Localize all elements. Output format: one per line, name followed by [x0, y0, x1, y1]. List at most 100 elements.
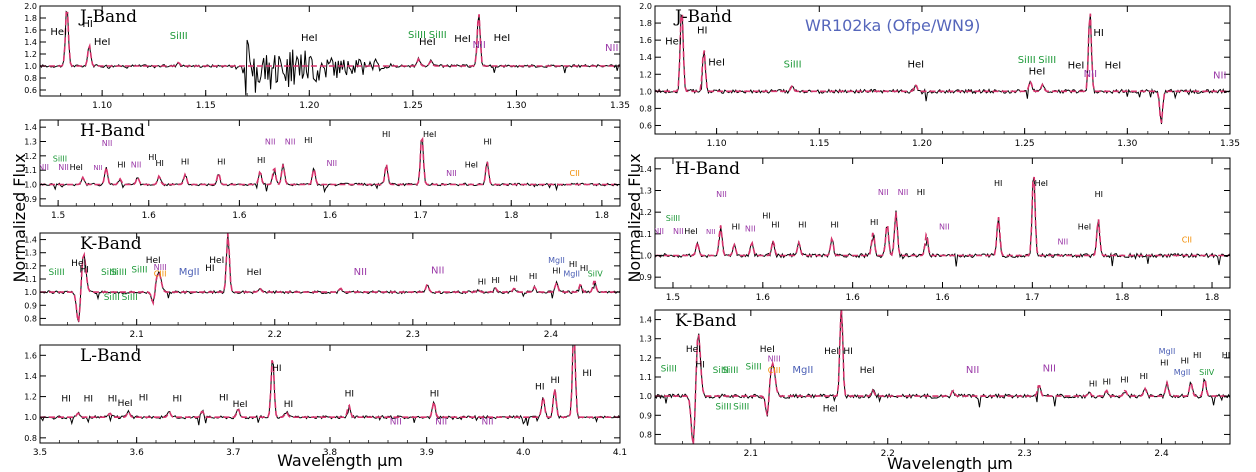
line-label-hi: HI	[580, 264, 588, 273]
line-label-siiii: SiIII	[713, 366, 729, 376]
line-label-siiii: SiIII	[122, 293, 138, 303]
line-label-mgii: MgII	[1159, 347, 1176, 356]
y-tick-label-7: 1.1	[639, 373, 652, 382]
line-label-nii: NII	[38, 163, 49, 172]
line-label-nii: NII	[966, 365, 979, 376]
line-label-nii: NII	[1084, 69, 1097, 80]
line-label-hi: HI	[217, 157, 225, 166]
line-label-hei: HeI	[1029, 66, 1046, 77]
line-label-mgii: MgII	[1174, 368, 1191, 377]
band-title-7: K-Band	[675, 311, 737, 331]
line-label-hi: HI	[139, 394, 148, 404]
line-label-siiii: SiIII	[1038, 55, 1056, 66]
x-tick-label-3: 2.2	[268, 330, 282, 340]
line-label-hei: HeI	[465, 160, 478, 169]
y-tick-label-2: 1.3	[24, 138, 37, 147]
x-tick-label-6: 1.6	[845, 293, 860, 303]
x-tick-label-6: 1.8	[1205, 293, 1220, 303]
line-label-niii: NIII	[154, 263, 167, 272]
line-label-hi: HI	[870, 218, 878, 227]
line-label-siiii: SiIII	[722, 366, 738, 376]
line-label-nii: NII	[673, 227, 684, 236]
y-tick-label-5: 2.0	[639, 2, 652, 11]
x-axis-label-left: Wavelength μm	[277, 451, 403, 470]
line-label-nii: NII	[653, 227, 664, 236]
line-label-hei: HeI	[1068, 60, 1085, 71]
x-tick-label-4: 4.1	[613, 448, 627, 458]
line-label-hi: HI	[219, 394, 228, 404]
line-label-hi: HI	[61, 395, 70, 405]
line-label-hi: HI	[79, 265, 88, 275]
y-tick-label-5: 0.6	[639, 121, 652, 130]
y-tick-label-1: 0.8	[24, 74, 37, 83]
y-tick-label-2: 0.9	[24, 195, 37, 204]
line-label-hi: HI	[552, 267, 560, 276]
line-label-hei: HeI	[423, 130, 436, 139]
line-label-mgii: MgII	[563, 269, 580, 278]
line-label-hi: HI	[843, 347, 852, 357]
x-tick-label-1: 1.15	[196, 101, 216, 111]
line-label-hei: HeI	[118, 399, 133, 409]
line-label-hi: HI	[155, 159, 163, 168]
x-tick-label-7: 2.4	[1154, 449, 1169, 459]
x-tick-label-1: 1.30	[506, 101, 526, 111]
line-label-hi: HI	[1089, 380, 1097, 389]
line-label-siiii: SiIII	[429, 30, 447, 41]
panel-6: 1.5 1.6 1.6 1.6 1.7 1.8 1.8 0.9 1.0 1.1 1.2 1.3 1.4 H…	[639, 157, 1231, 303]
x-tick-label-3: 2.3	[406, 330, 420, 340]
x-tick-label-6: 1.6	[756, 293, 771, 303]
x-tick-label-1: 1.25	[403, 101, 423, 111]
y-tick-label-7: 1.4	[639, 316, 652, 325]
x-tick-label-4: 3.8	[323, 448, 338, 458]
panel-7: 2.1 2.2 2.3 2.4 0.8 0.9 1.0 1.1 1.2 1.3 1.4 K-Band S…	[639, 309, 1231, 459]
line-label-nii: NII	[482, 417, 494, 427]
line-label-nii: NII	[745, 225, 756, 234]
line-label-siiv: SiIV	[1199, 368, 1215, 377]
model-spectrum-7	[655, 310, 1230, 444]
x-tick-label-3: 2.1	[130, 330, 144, 340]
y-tick-label-6: 0.9	[639, 273, 652, 282]
observed-spectrum-3	[40, 233, 620, 323]
x-tick-label-5: 1.10	[707, 139, 727, 149]
line-label-hei: HeI	[50, 27, 67, 38]
x-axis-label-right: Wavelength μm	[887, 454, 1013, 472]
y-tick-label-6: 1.4	[639, 165, 652, 174]
y-tick-label-3: 1.2	[24, 262, 37, 271]
line-label-cii: CII	[570, 169, 580, 178]
line-label-hei: HeI	[760, 345, 775, 355]
panel-3: 2.1 2.2 2.3 2.4 0.8 0.9 1.0 1.1 1.2 1.3 1.4 K-Band S…	[24, 232, 621, 340]
line-label-siiii: SiIII	[715, 403, 731, 413]
x-tick-label-2: 1.5	[51, 211, 65, 221]
x-tick-label-6: 1.5	[666, 293, 680, 303]
x-tick-label-2: 1.6	[142, 211, 157, 221]
line-label-hi: HI	[272, 364, 281, 374]
y-axis-label: Normalized Flux	[10, 153, 29, 282]
y-tick-label-7: 1.3	[639, 335, 652, 344]
line-label-hei: HeI	[1035, 179, 1048, 188]
line-label-hi: HI	[551, 376, 560, 386]
line-label-hei: HeI	[665, 36, 682, 47]
line-label-siiii: SiIII	[784, 59, 802, 70]
x-tick-label-1: 1.20	[299, 101, 319, 111]
y-tick-label-4: 1.0	[24, 413, 37, 422]
line-label-nii: NII	[716, 190, 727, 199]
x-tick-label-4: 3.5	[33, 448, 47, 458]
model-spectrum-6	[655, 176, 1230, 257]
line-label-hi: HI	[994, 179, 1002, 188]
line-label-nii: NII	[58, 163, 69, 172]
line-label-nii: NII	[93, 164, 102, 172]
x-tick-label-1: 1.35	[610, 101, 630, 111]
y-tick-label-7: 1.2	[639, 354, 652, 363]
x-tick-label-6: 1.7	[1025, 293, 1039, 303]
line-label-ciii: CIII	[768, 366, 781, 375]
line-label-hei: HeI	[71, 259, 86, 269]
line-label-mgii: MgII	[179, 267, 200, 278]
line-label-hi: HI	[82, 19, 92, 30]
line-label-hi: HI	[108, 395, 117, 405]
x-tick-label-6: 1.6	[935, 293, 950, 303]
x-tick-label-7: 2.2	[881, 449, 895, 459]
line-label-hei: HeI	[146, 256, 161, 266]
line-label-nii: NII	[390, 417, 402, 427]
y-tick-label-6: 1.1	[639, 230, 652, 239]
